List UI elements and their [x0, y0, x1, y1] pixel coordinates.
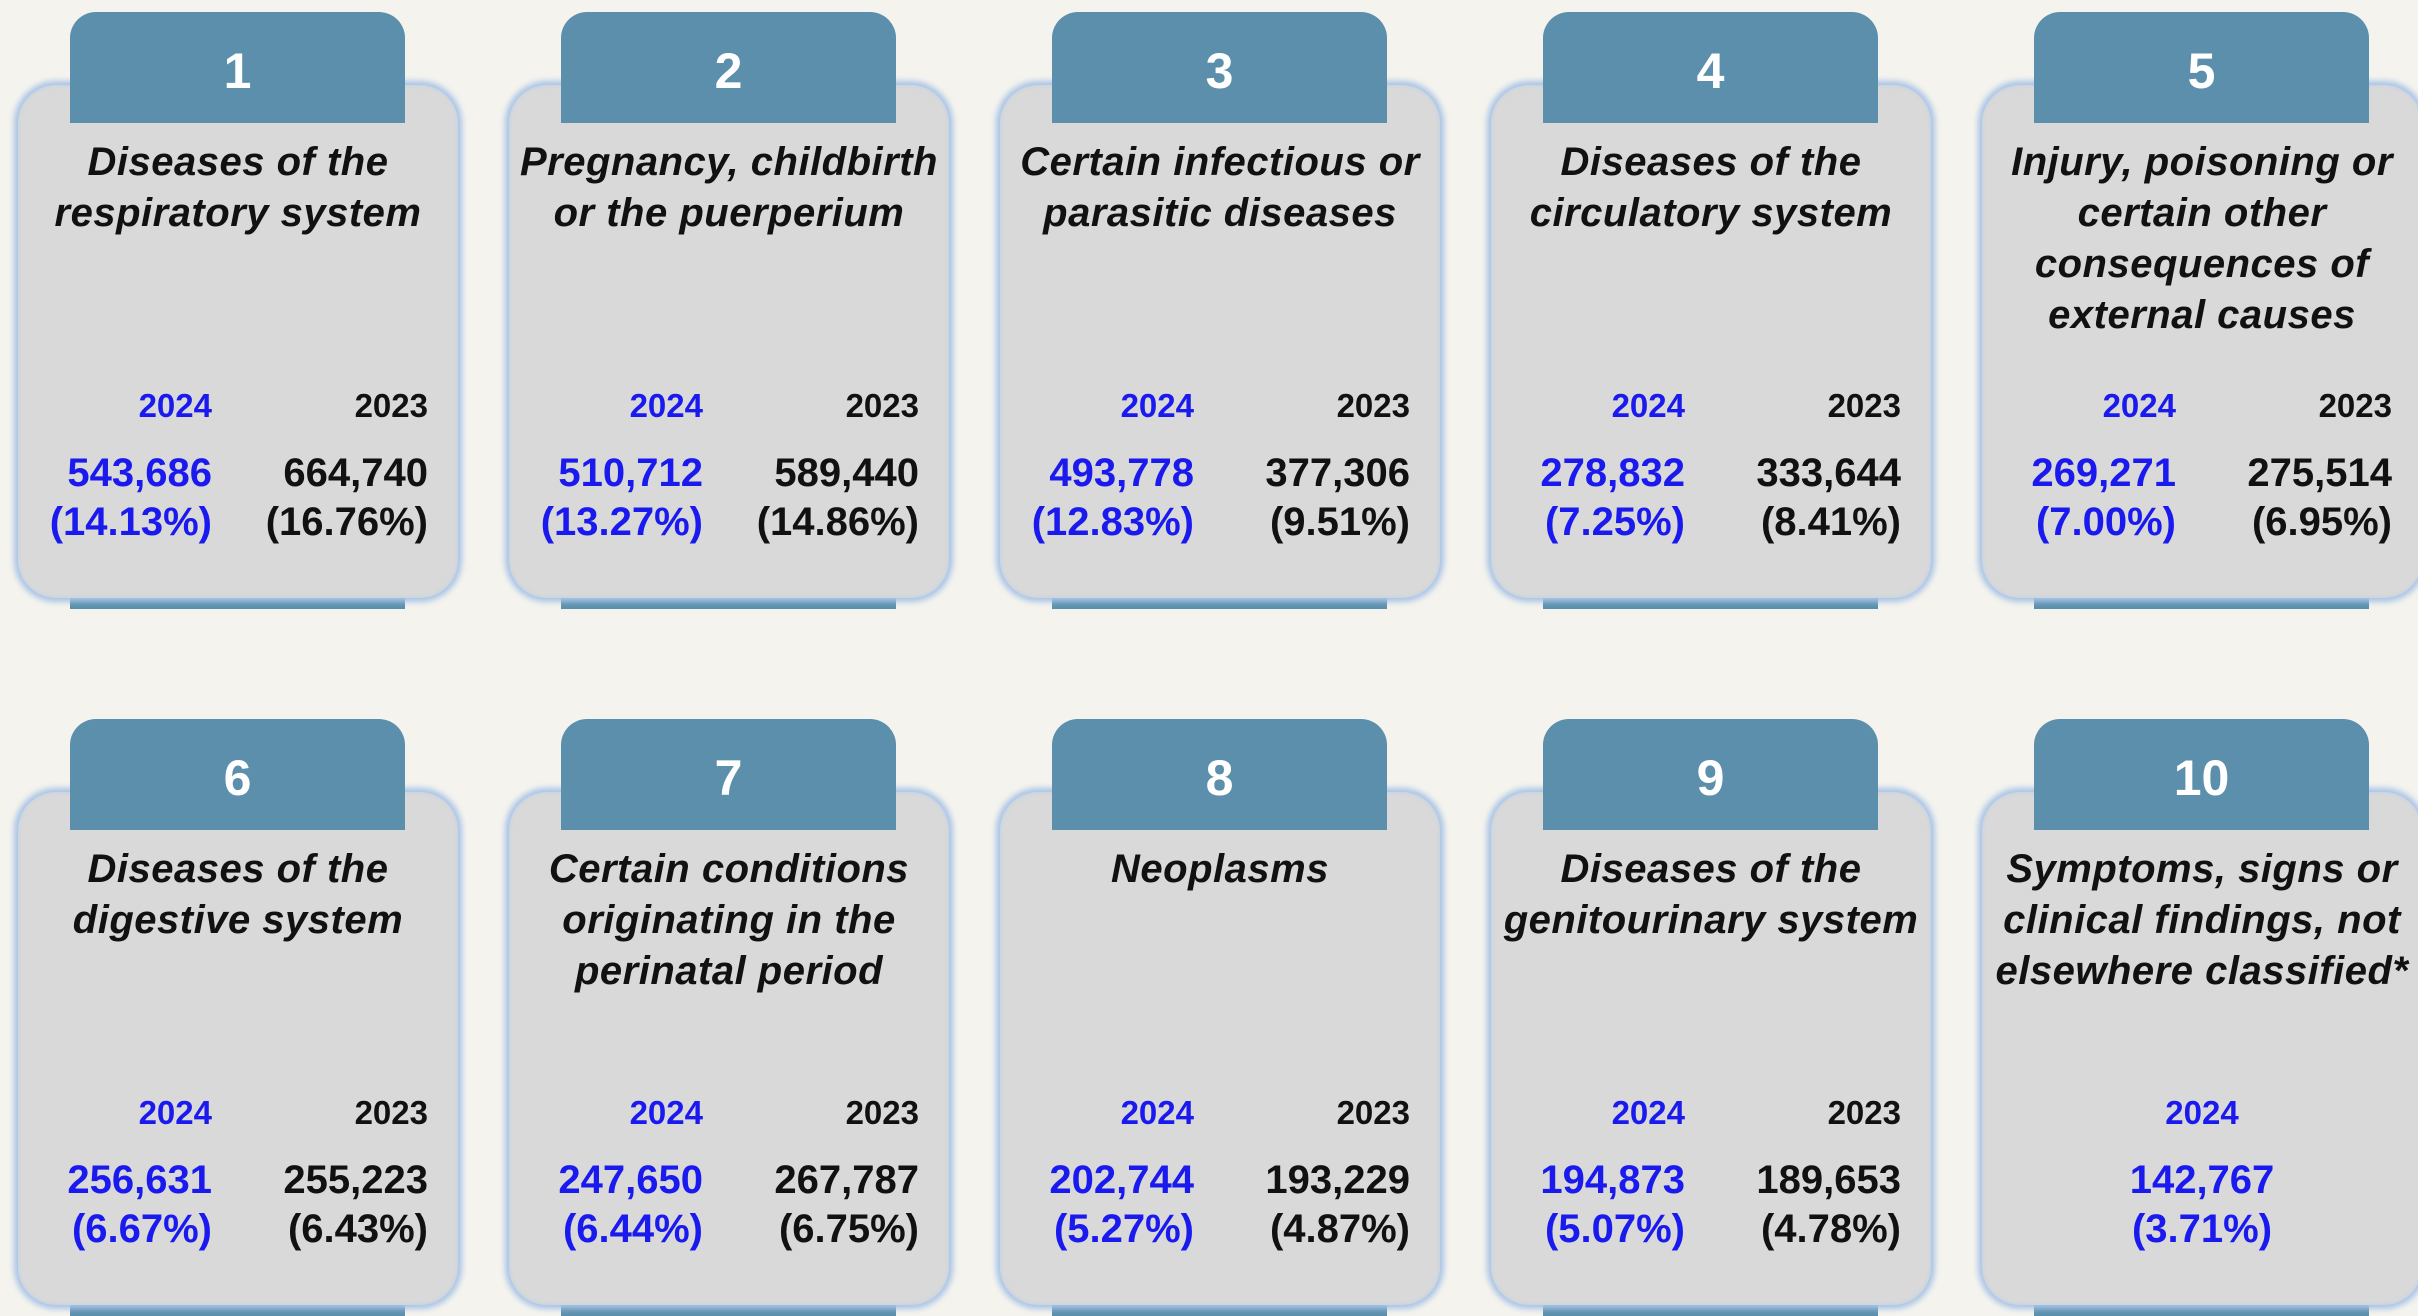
- rank-tab: 2: [561, 12, 896, 123]
- share-value: (6.43%): [287, 1207, 428, 1251]
- card: Certain conditions originating in the pe…: [509, 792, 949, 1305]
- share-value: (6.67%): [71, 1207, 212, 1251]
- share-value: (5.07%): [1544, 1207, 1685, 1251]
- share-value: (9.51%): [1269, 500, 1410, 544]
- rank-tab: 9: [1543, 719, 1878, 830]
- rank-tab: 1: [70, 12, 405, 123]
- count-value: 202,744: [1049, 1158, 1194, 1202]
- card-title: Certain infectious or parasitic diseases: [1020, 140, 1420, 235]
- count-value: 275,514: [2247, 451, 2392, 495]
- card: Certain infectious or parasitic diseases…: [1000, 85, 1440, 598]
- count-value: 278,832: [1540, 451, 1685, 495]
- year-label: 2024: [1120, 387, 1194, 424]
- count-value: 510,712: [558, 451, 703, 495]
- share-value: (5.27%): [1053, 1207, 1194, 1251]
- year-label: 2024: [138, 1094, 212, 1131]
- rank-tab: 3: [1052, 12, 1387, 123]
- card: Diseases of the respiratory system 2024 54…: [18, 85, 458, 598]
- rank-tab: 5: [2034, 12, 2369, 123]
- count-value: 589,440: [774, 451, 919, 495]
- year-label: 2024: [629, 387, 703, 424]
- count-value: 142,767: [2129, 1158, 2275, 1202]
- share-value: (14.86%): [756, 500, 919, 544]
- year-label: 2023: [1827, 387, 1901, 424]
- card-title: Neoplasms: [1111, 847, 1329, 891]
- share-value: (4.78%): [1760, 1207, 1901, 1251]
- year-label: 2024: [1611, 1094, 1685, 1131]
- count-value: 193,229: [1265, 1158, 1410, 1202]
- share-value: (12.83%): [1031, 500, 1194, 544]
- share-value: (4.87%): [1269, 1207, 1410, 1251]
- card-title: Pregnancy, childbirth or the puerperium: [520, 140, 938, 235]
- card-title: Diseases of the respiratory system: [54, 140, 422, 235]
- count-value: 377,306: [1265, 451, 1410, 495]
- card: Diseases of the circulatory system 2024 27…: [1491, 85, 1931, 598]
- year-label: 2024: [1120, 1094, 1194, 1131]
- share-value: (7.25%): [1544, 500, 1685, 544]
- card-title: Injury, poisoning or certain other conse…: [2011, 140, 2393, 337]
- year-label: 2023: [354, 1094, 428, 1131]
- card: Symptoms, signs or clinical findings, no…: [1982, 792, 2418, 1305]
- count-value: 664,740: [283, 451, 428, 495]
- card-title: Diseases of the digestive system: [72, 847, 404, 942]
- card: Diseases of the genitourinary system 2024…: [1491, 792, 1931, 1305]
- share-value: (8.41%): [1760, 500, 1901, 544]
- year-label: 2023: [1827, 1094, 1901, 1131]
- count-value: 247,650: [558, 1158, 703, 1202]
- share-value: (6.95%): [2251, 500, 2392, 544]
- count-value: 269,271: [2031, 451, 2176, 495]
- card: Neoplasms 2024 202,744 (5.27%) 2023 193,229 (4…: [1000, 792, 1440, 1305]
- year-label: 2023: [845, 1094, 919, 1131]
- share-value: (7.00%): [2035, 500, 2176, 544]
- share-value: (14.13%): [49, 500, 212, 544]
- share-value: (6.44%): [562, 1207, 703, 1251]
- count-value: 493,778: [1049, 451, 1194, 495]
- count-value: 194,873: [1540, 1158, 1685, 1202]
- year-label: 2023: [1336, 1094, 1410, 1131]
- rank-tab: 7: [561, 719, 896, 830]
- year-label: 2024: [2165, 1094, 2239, 1131]
- card-title: Diseases of the circulatory system: [1529, 140, 1893, 235]
- rank-tab: 6: [70, 719, 405, 830]
- count-value: 189,653: [1756, 1158, 1901, 1202]
- share-value: (13.27%): [540, 500, 703, 544]
- card: Pregnancy, childbirth or the puerperium 2…: [509, 85, 949, 598]
- card: Injury, poisoning or certain other conse…: [1982, 85, 2418, 598]
- year-label: 2023: [2318, 387, 2392, 424]
- count-value: 255,223: [283, 1158, 428, 1202]
- year-label: 2024: [629, 1094, 703, 1131]
- card-title: Certain conditions originating in the pe…: [548, 847, 910, 993]
- year-label: 2024: [138, 387, 212, 424]
- count-value: 256,631: [67, 1158, 212, 1202]
- share-value: (3.71%): [2131, 1207, 2273, 1251]
- count-value: 333,644: [1756, 451, 1901, 495]
- year-label: 2024: [1611, 387, 1685, 424]
- share-value: (16.76%): [265, 500, 428, 544]
- year-label: 2023: [354, 387, 428, 424]
- year-label: 2023: [845, 387, 919, 424]
- year-label: 2024: [2102, 387, 2176, 424]
- year-label: 2023: [1336, 387, 1410, 424]
- rank-tab: 10: [2034, 719, 2369, 830]
- card-title: Symptoms, signs or clinical findings, no…: [1995, 847, 2409, 993]
- count-value: 267,787: [774, 1158, 919, 1202]
- rank-tab: 4: [1543, 12, 1878, 123]
- count-value: 543,686: [67, 451, 212, 495]
- card-title: Diseases of the genitourinary system: [1503, 847, 1919, 942]
- rank-tab: 8: [1052, 719, 1387, 830]
- share-value: (6.75%): [778, 1207, 919, 1251]
- card: Diseases of the digestive system 2024 256,…: [18, 792, 458, 1305]
